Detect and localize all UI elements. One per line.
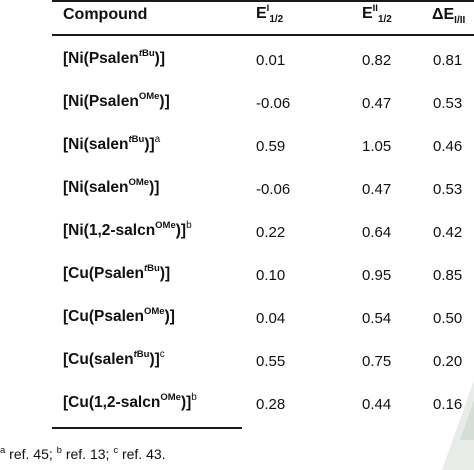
header-e2: EII1/2 — [362, 3, 392, 25]
header-rule — [52, 34, 474, 36]
table-row: [Ni(1,2-salcnOMe)]b 0.22 0.64 0.42 — [0, 212, 474, 256]
e2-value: 0.75 — [362, 353, 392, 370]
e2-value: 0.54 — [362, 310, 392, 327]
table-row: [Ni(PsalenOMe)] -0.06 0.47 0.53 — [0, 83, 474, 127]
e1-value: 0.55 — [256, 353, 286, 370]
e2-value: 0.95 — [362, 267, 392, 284]
header-e2-sub: 1/2 — [377, 14, 392, 25]
footnote-mark-a: a — [0, 445, 6, 456]
delta-e-value: 0.20 — [433, 353, 463, 370]
header-e1-label: E — [256, 5, 267, 22]
e2-value: 1.05 — [362, 138, 392, 155]
footnote-mark-c: c — [113, 445, 119, 456]
footnote-mark-b: b — [56, 445, 62, 456]
e1-value: 0.59 — [256, 138, 286, 155]
table-row: [Ni(PsalentBu)] 0.01 0.82 0.81 — [0, 40, 474, 84]
table-row: [Ni(salentBu)]a 0.59 1.05 0.46 — [0, 126, 474, 170]
delta-e-value: 0.50 — [433, 310, 463, 327]
e1-value: 0.04 — [256, 310, 286, 327]
top-rule — [52, 0, 474, 2]
table-row: [Cu(PsalenOMe)] 0.04 0.54 0.50 — [0, 298, 474, 342]
delta-e-value: 0.42 — [433, 224, 463, 241]
compound-name: [Cu(salentBu)]c — [63, 349, 165, 368]
watermark-logo-accent — [460, 400, 474, 440]
header-e2-label: E — [362, 5, 373, 22]
table-footnote: a ref. 45; b ref. 13; c ref. 43. — [0, 445, 166, 462]
footnote-text-c: ref. 43. — [118, 446, 166, 462]
header-compound: Compound — [63, 6, 147, 24]
e2-value: 0.47 — [362, 181, 392, 198]
e1-value: -0.06 — [256, 181, 291, 198]
header-e1-sub: 1/2 — [269, 14, 284, 25]
e1-value: 0.28 — [256, 396, 286, 413]
e2-value: 0.47 — [362, 95, 392, 112]
compound-name: [Ni(PsalentBu)] — [63, 48, 165, 67]
footnote-text-a: ref. 45; — [5, 446, 57, 462]
delta-e-value: 0.53 — [433, 181, 463, 198]
compound-name: [Ni(salentBu)]a — [63, 134, 161, 153]
e1-value: 0.01 — [256, 52, 286, 69]
header-e1-sup: I — [266, 3, 270, 14]
table-row: [Cu(PsalentBu)] 0.10 0.95 0.85 — [0, 255, 474, 299]
delta-e-value: 0.81 — [433, 52, 463, 69]
compound-name: [Cu(1,2-salcnOMe)]b — [63, 392, 197, 411]
e2-value: 0.64 — [362, 224, 392, 241]
compound-name: [Cu(PsalenOMe)] — [63, 306, 175, 325]
footnote-text-b: ref. 13; — [61, 446, 114, 462]
delta-e-value: 0.85 — [433, 267, 463, 284]
header-e1: EI1/2 — [256, 3, 284, 25]
header-compound-label: Compound — [63, 6, 148, 23]
e2-value: 0.82 — [362, 52, 392, 69]
table-row: [Cu(salentBu)]c 0.55 0.75 0.20 — [0, 341, 474, 385]
compound-name: [Ni(salenOMe)] — [63, 177, 160, 196]
header-e2-sup: II — [372, 3, 378, 14]
e1-value: 0.10 — [256, 267, 286, 284]
table-header: Compound EI1/2 EII1/2 ΔEI/II — [0, 0, 474, 34]
compound-name: [Cu(PsalentBu)] — [63, 263, 171, 282]
delta-e-value: 0.53 — [433, 95, 463, 112]
header-delta-e: ΔEI/II — [432, 6, 466, 26]
header-delta-e-sub: I/II — [454, 15, 466, 26]
delta-e-value: 0.46 — [433, 138, 463, 155]
compound-name: [Ni(1,2-salcnOMe)]b — [63, 220, 192, 239]
e1-value: 0.22 — [256, 224, 286, 241]
e1-value: -0.06 — [256, 95, 291, 112]
e2-value: 0.44 — [362, 396, 392, 413]
header-delta-e-label: ΔE — [432, 6, 455, 23]
compound-name: [Ni(PsalenOMe)] — [63, 91, 170, 110]
table-row: [Ni(salenOMe)] -0.06 0.47 0.53 — [0, 169, 474, 213]
table-row: [Cu(1,2-salcnOMe)]b 0.28 0.44 0.16 — [0, 384, 474, 428]
bottom-rule — [52, 427, 242, 429]
